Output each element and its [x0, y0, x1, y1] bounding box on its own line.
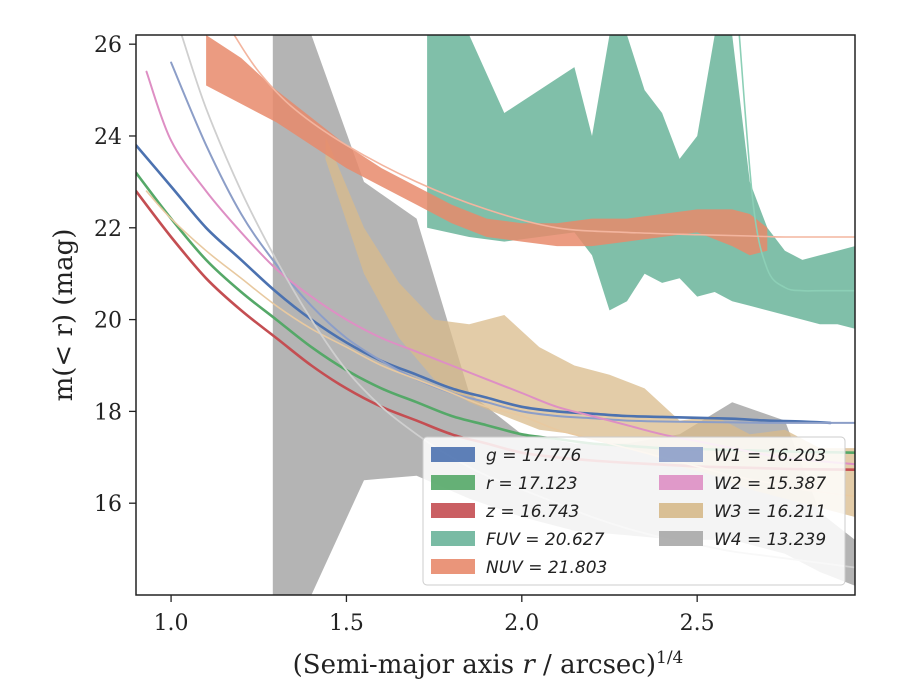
y-tick-label: 20	[94, 309, 122, 334]
plot-frame	[135, 34, 856, 596]
legend-swatch	[431, 559, 475, 574]
y-axis-label: m(< r) (mag)	[49, 229, 79, 402]
legend-swatch	[431, 531, 475, 546]
legend-swatch	[431, 503, 475, 518]
legend: g = 17.776 r = 17.123 z = 16.743 FUV = 20.6…	[422, 436, 846, 586]
x-axis-label: (Semi-major axis r / arcsec)1/4	[293, 648, 684, 680]
x-axis: 1.0 1.5 2.0 2.5	[154, 595, 715, 636]
legend-label: r = 17.123	[486, 474, 578, 494]
y-tick-label: 22	[94, 217, 122, 242]
x-tick-label: 2.0	[504, 611, 539, 636]
legend-swatch	[659, 475, 703, 490]
nuv-growth-curve	[233, 35, 855, 238]
w1-growth-curve	[170, 61, 855, 424]
x-tick-label: 2.5	[680, 611, 715, 636]
legend-swatch	[431, 447, 475, 462]
legend-swatch	[431, 475, 475, 490]
legend-swatch	[659, 531, 703, 546]
legend-box	[422, 436, 846, 586]
y-tick-label: 18	[94, 400, 122, 425]
x-axis-label-exponent: 1/4	[656, 648, 683, 668]
x-axis-label-var: r	[522, 650, 536, 680]
legend-label: NUV = 21.803	[486, 558, 607, 578]
nuv-uncertainty-band	[206, 35, 768, 256]
x-axis-label-unit: / arcsec)	[535, 650, 656, 680]
legend-label: FUV = 20.627	[486, 530, 605, 550]
x-axis-label-main: (Semi-major axis	[293, 650, 523, 680]
y-tick-label: 26	[94, 33, 122, 58]
g-growth-curve	[136, 143, 832, 425]
legend-label: W4 = 13.239	[714, 530, 826, 550]
legend-label: W3 = 16.211	[714, 502, 826, 522]
y-tick-label: 16	[94, 492, 122, 517]
legend-swatch	[659, 447, 703, 462]
y-tick-label: 24	[94, 125, 122, 150]
x-tick-label: 1.0	[154, 611, 189, 636]
x-tick-label: 1.5	[329, 611, 364, 636]
fuv-uncertainty-band	[427, 35, 855, 329]
fuv-growth-curve	[738, 35, 855, 292]
legend-swatch	[659, 503, 703, 518]
legend-label: z = 16.743	[485, 502, 579, 522]
y-axis: 16 18 20 22 24 26	[94, 33, 136, 517]
legend-label: W2 = 15.387	[714, 474, 826, 494]
legend-label: g = 17.776	[486, 446, 582, 466]
legend-label: W1 = 16.203	[714, 446, 826, 466]
